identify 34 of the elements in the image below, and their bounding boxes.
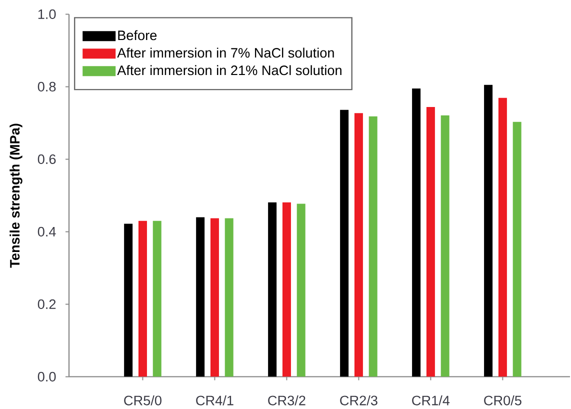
x-tick-label: CR3/2: [268, 395, 306, 406]
bar: [152, 220, 162, 377]
bar: [210, 218, 219, 377]
legend-label: After immersion in 7% NaCl solution: [117, 48, 334, 58]
legend-label: Before: [118, 30, 157, 40]
bar: [282, 202, 291, 377]
y-tick-label: 0.4: [38, 226, 56, 237]
x-tick-label: CR5/0: [124, 395, 162, 406]
bar: [296, 204, 306, 377]
bar: [340, 110, 349, 377]
bar: [368, 116, 378, 377]
x-tick-label: CR0/5: [484, 395, 522, 406]
bar: [512, 122, 522, 377]
bar: [138, 220, 147, 377]
legend-label: After immersion in 21% NaCl solution: [117, 65, 342, 76]
y-tick-label: 0.0: [38, 372, 56, 382]
bar: [498, 98, 507, 377]
bar: [412, 88, 421, 377]
y-tick-label: 0.2: [38, 299, 56, 310]
bar: [484, 84, 493, 377]
bar: [426, 106, 435, 377]
bar: [440, 115, 450, 377]
bar: [224, 218, 234, 377]
y-tick-label: 0.8: [38, 82, 56, 92]
x-tick-label: CR2/3: [340, 395, 378, 406]
bar: [268, 202, 277, 377]
x-tick-label: CR1/4: [412, 395, 450, 406]
y-axis-title: Tensile strength (MPa): [10, 124, 22, 268]
bar: [124, 224, 133, 377]
y-tick-label: 0.6: [38, 154, 56, 164]
x-tick-label: CR4/1: [196, 395, 234, 406]
y-tick-label: 1.0: [38, 9, 56, 20]
bar: [196, 217, 205, 377]
bar: [354, 113, 363, 377]
